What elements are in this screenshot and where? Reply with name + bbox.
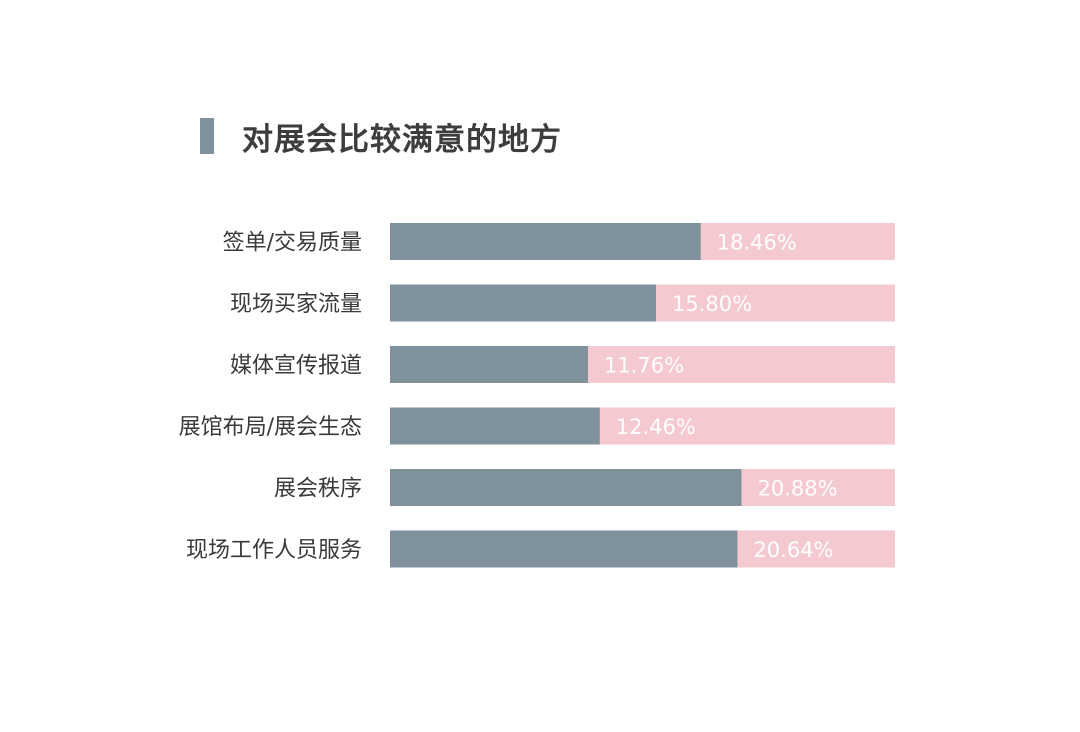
chart-title: 对展会比较满意的地方 <box>242 121 562 158</box>
bar-value <box>390 284 656 322</box>
category-label: 展会秩序 <box>274 477 362 502</box>
title-marker <box>200 118 214 154</box>
bar-value <box>390 223 701 260</box>
category-label: 现场工作人员服务 <box>186 538 362 563</box>
value-label: 20.64% <box>753 538 833 562</box>
category-label: 现场买家流量 <box>230 292 362 317</box>
value-label: 20.88% <box>757 477 837 501</box>
bar-value <box>390 469 742 506</box>
value-label: 12.46% <box>616 415 696 439</box>
bar-value <box>390 530 738 568</box>
category-label: 展馆布局/展会生态 <box>179 415 362 440</box>
value-label: 11.76% <box>604 354 684 378</box>
category-label: 签单/交易质量 <box>223 231 362 256</box>
value-label: 15.80% <box>672 292 752 316</box>
bar-value <box>390 407 600 445</box>
value-label: 18.46% <box>717 231 797 255</box>
bar-value <box>390 346 588 383</box>
category-label: 媒体宣传报道 <box>230 354 362 379</box>
chart-title-block: 对展会比较满意的地方 <box>200 116 562 158</box>
